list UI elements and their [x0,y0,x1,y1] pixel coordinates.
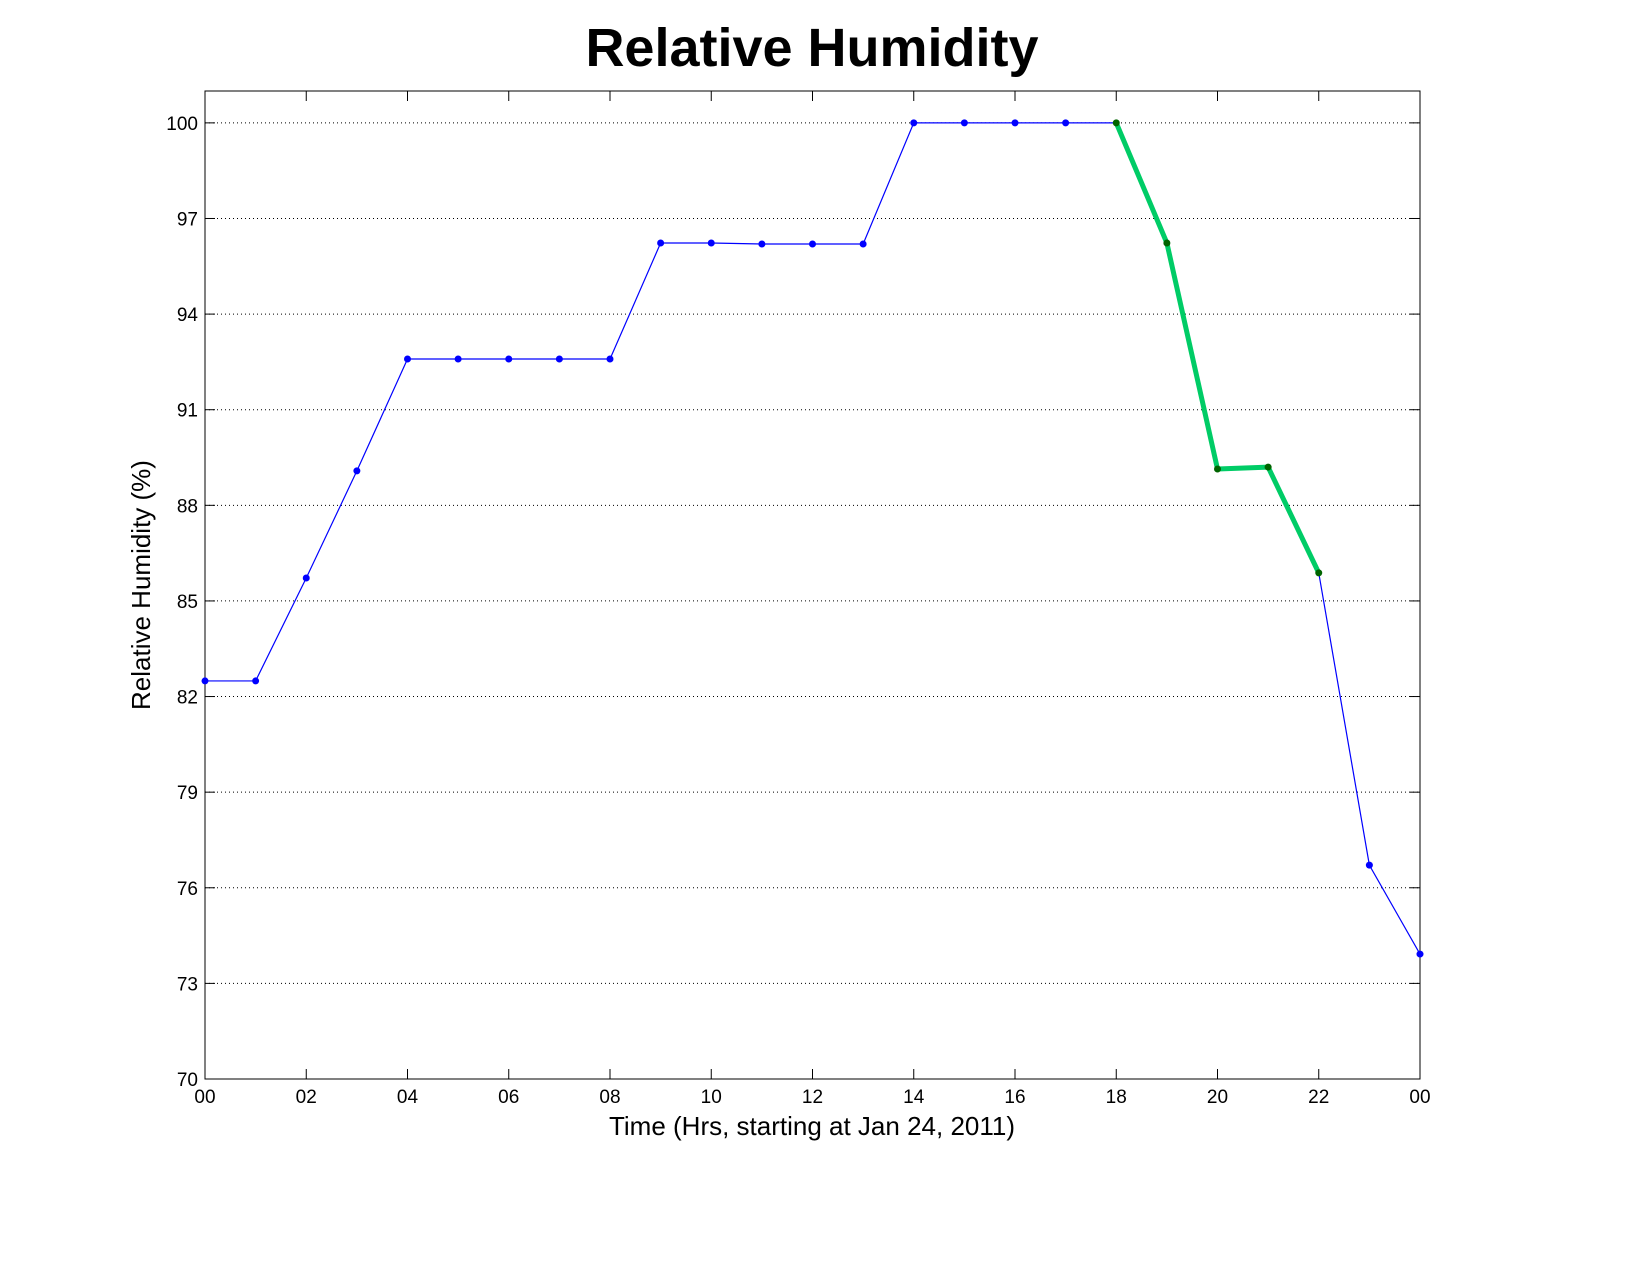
y-tick-label: 82 [177,688,198,709]
data-point [809,240,816,248]
data-point [252,677,260,685]
x-tick-label: 04 [397,1087,419,1108]
y-tick-label: 97 [177,209,198,230]
data-point [1163,239,1171,247]
data-point [1112,119,1120,127]
x-tick-label: 00 [194,1087,215,1108]
x-tick-label: 02 [296,1087,317,1108]
data-point [758,240,766,248]
x-tick-label: 20 [1207,1087,1228,1108]
data-point [1365,861,1373,869]
x-tick-label: 00 [1409,1087,1430,1108]
x-tick-label: 22 [1308,1087,1329,1108]
y-tick-label: 88 [177,496,198,517]
y-tick-label: 85 [177,592,198,613]
data-point [1011,119,1019,127]
y-tick-label: 91 [177,401,198,422]
x-axis-label: Time (Hrs, starting at Jan 24, 2011) [609,1111,1015,1141]
data-point [353,467,361,475]
y-tick-label: 70 [177,1070,198,1091]
data-point [606,355,614,363]
chart-title: Relative Humidity [585,18,1038,78]
y-axis-label: Relative Humidity (%) [126,460,156,710]
y-tick-label: 79 [177,783,198,804]
data-point [555,355,563,363]
data-point [1315,569,1323,577]
x-tick-label: 10 [701,1087,722,1108]
data-point [707,239,715,247]
data-point [1214,465,1221,473]
data-point [302,574,310,582]
data-point [859,240,867,248]
data-point [960,119,968,127]
data-point [910,119,918,127]
data-point [201,677,209,685]
plot-area [205,91,1420,1079]
y-tick-label: 100 [166,114,198,135]
data-point [1062,119,1070,127]
x-tick-label: 12 [802,1087,823,1108]
x-tick-label: 14 [903,1087,925,1108]
data-point [505,355,513,363]
y-tick-label: 76 [177,879,198,900]
data-point [454,355,462,363]
data-point [1416,950,1424,958]
y-tick-label: 73 [177,974,198,995]
data-point [657,239,665,247]
x-tick-label: 08 [599,1087,620,1108]
x-tick-label: 16 [1004,1087,1025,1108]
data-point [404,355,411,363]
x-tick-label: 18 [1106,1087,1127,1108]
data-point [1264,463,1272,471]
y-tick-label: 94 [177,305,199,326]
x-tick-label: 06 [498,1087,519,1108]
plot-frame [204,90,1421,1080]
